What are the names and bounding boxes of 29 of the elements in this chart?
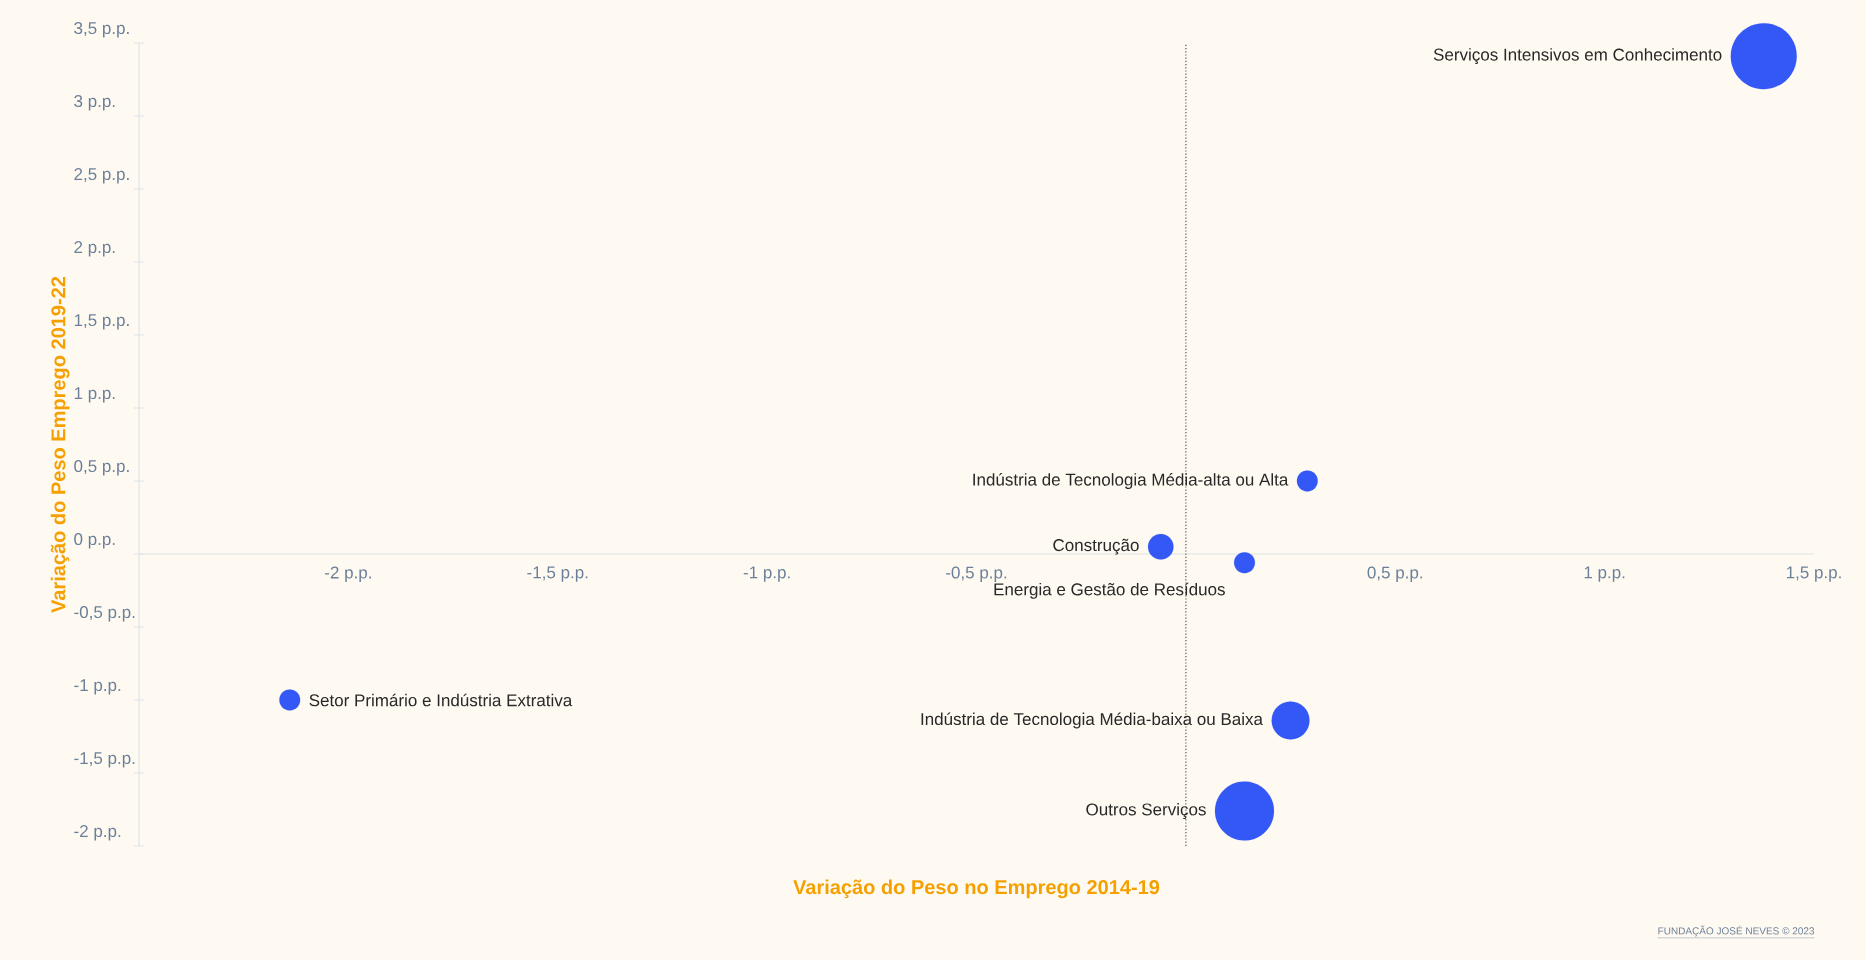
annotation: Indústria de Tecnologia Média-baixa ou Baixa xyxy=(921,712,1263,729)
x-tick-label: 1,5 p.p. xyxy=(1786,566,1841,582)
y-tick-label: 1,5 p.p. xyxy=(74,314,129,330)
y-tick-label: -2 p.p. xyxy=(74,825,121,841)
annotation: Setor Primário e Indústria Extrativa xyxy=(309,693,573,707)
annotation: Indústria de Tecnologia Média-alta ou Alta xyxy=(973,472,1289,490)
y-tick-label: 0 p.p. xyxy=(74,533,115,549)
y-tick-label: 2,5 p.p. xyxy=(74,168,129,184)
y-tick-label: 3,5 p.p. xyxy=(74,22,129,38)
y-tick-label: -0,5 p.p. xyxy=(74,606,135,622)
x-tick-label: 0,5 p.p. xyxy=(1367,566,1423,582)
x-tick-label: -0,5 p.p. xyxy=(946,566,1007,582)
x-tick-label: -2 p.p. xyxy=(325,566,371,582)
y-axis-title: Variação do Peso Emprego 2019-22 xyxy=(50,276,70,613)
y-tick-label: 1 p.p. xyxy=(74,387,115,403)
y-tick-label: -1,5 p.p. xyxy=(74,752,135,768)
x-tick-label: 1 p.p. xyxy=(1584,566,1625,582)
y-tick-label: 2 p.p. xyxy=(74,241,115,257)
y-tick-label: -1 p.p. xyxy=(74,679,121,695)
x-tick-label: -1,5 p.p. xyxy=(527,566,588,582)
annotation: Serviços Intensivos em Conhecimento xyxy=(1433,48,1722,65)
x-tick-label: -1 p.p. xyxy=(743,566,790,582)
annotation: Construção xyxy=(1053,538,1139,555)
annotation: Outros Serviços xyxy=(1086,802,1206,819)
x-axis-title: Variação do Peso no Emprego 2014-19 xyxy=(793,879,1160,899)
y-tick-label: 3 p.p. xyxy=(74,95,115,111)
y-tick-label: 0,5 p.p. xyxy=(74,460,129,476)
text: FUNDAÇÃO JOSÉ NEVES © 2023 xyxy=(1658,925,1815,937)
annotation: Energia e Gestão de Resíduos xyxy=(994,582,1225,599)
